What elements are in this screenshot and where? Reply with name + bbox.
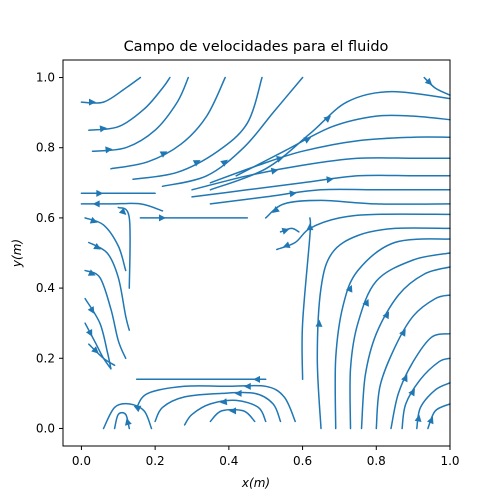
streamline-arrow [362, 298, 369, 307]
streamline-arrow [234, 389, 242, 397]
streamline-arrow [96, 189, 104, 197]
streamline [360, 266, 451, 430]
streamline [209, 136, 451, 184]
y-tick-label: 0.2 [36, 351, 55, 365]
streamline-arrow [281, 227, 290, 235]
streamlines-group [80, 76, 451, 430]
streamline-arrow [88, 98, 96, 106]
streamline [88, 76, 171, 131]
streamline-arrow [303, 137, 312, 144]
streamline-arrow [87, 306, 95, 314]
streamline-arrow [326, 176, 334, 184]
streamline-arrow [276, 155, 284, 163]
streamline-arrow [426, 416, 434, 425]
streamline [390, 332, 451, 430]
streamline [427, 403, 451, 430]
streamline [110, 76, 226, 170]
streamline-arrow [408, 388, 415, 397]
y-axis-ticks: 0.0 0.2 0.4 0.6 0.8 1.0 [36, 71, 63, 435]
streamline [235, 114, 451, 177]
streamline-arrow [315, 319, 323, 327]
streamline-arrow [89, 216, 98, 224]
streamline [301, 217, 312, 381]
streamline-arrow [424, 77, 433, 86]
streamline-arrow [229, 407, 237, 415]
streamline-arrow [243, 382, 251, 390]
streamline-arrow [87, 269, 96, 276]
streamline-arrow [220, 159, 228, 167]
y-tick-label: 0.4 [36, 281, 55, 295]
streamline-arrow [282, 241, 291, 249]
streamline [264, 199, 451, 219]
streamline-arrow [85, 328, 93, 337]
streamline [423, 76, 451, 96]
streamline-arrow [306, 223, 314, 231]
x-tick-label: 1.0 [440, 454, 459, 468]
streamline [135, 384, 296, 423]
streamline-arrow [105, 146, 113, 154]
streamline-arrow [345, 284, 353, 293]
streamline [84, 269, 127, 360]
x-tick-label: 0.4 [219, 454, 238, 468]
streamline-arrow [118, 207, 127, 216]
streamline [401, 357, 451, 430]
streamline [132, 76, 263, 181]
streamline-arrow [253, 375, 260, 383]
streamline-arrow [99, 125, 108, 133]
streamline [91, 76, 190, 152]
streamline [349, 252, 451, 430]
streamline-arrow [272, 205, 280, 214]
streamline-arrow [289, 190, 297, 198]
streamline [276, 213, 451, 251]
x-axis-label: x(m) [241, 476, 270, 490]
streamline-arrow [382, 311, 390, 320]
streamline-arrow [401, 374, 408, 383]
streamline [191, 157, 451, 191]
streamline-arrow [399, 328, 406, 337]
streamline-arrow [92, 200, 100, 208]
streamline [117, 206, 131, 289]
y-tick-label: 0.6 [36, 211, 55, 225]
y-tick-label: 0.0 [36, 421, 55, 435]
streamline-arrow [323, 115, 332, 123]
streamline-arrow [192, 160, 201, 167]
x-tick-label: 0.6 [293, 454, 312, 468]
streamline-arrow [91, 346, 99, 354]
streamline-arrow [133, 405, 142, 413]
x-tick-label: 0.2 [146, 454, 165, 468]
chart-title: Campo de velocidades para el fluido [124, 39, 389, 55]
streamline-arrow [159, 151, 168, 158]
streamline-arrow [159, 214, 167, 222]
streamline-arrow [270, 167, 279, 175]
streamline-arrow [93, 242, 102, 250]
y-tick-label: 0.8 [36, 141, 55, 155]
streamline [88, 343, 116, 367]
streamline [161, 76, 304, 188]
x-tick-label: 0.8 [367, 454, 386, 468]
x-axis-ticks: 0.0 0.2 0.4 0.6 0.8 1.0 [72, 446, 460, 468]
streamline [154, 391, 282, 423]
y-tick-label: 1.0 [36, 71, 55, 85]
streamline-arrow [414, 414, 422, 422]
streamline [88, 241, 131, 331]
streamline [102, 402, 153, 430]
streamline [316, 227, 451, 430]
streamline [209, 188, 451, 205]
streamline-arrow [219, 398, 228, 406]
plot-frame [62, 59, 451, 447]
y-axis-label: y(m) [10, 239, 24, 268]
x-tick-label: 0.0 [72, 454, 91, 468]
streamline-arrow [125, 418, 132, 426]
